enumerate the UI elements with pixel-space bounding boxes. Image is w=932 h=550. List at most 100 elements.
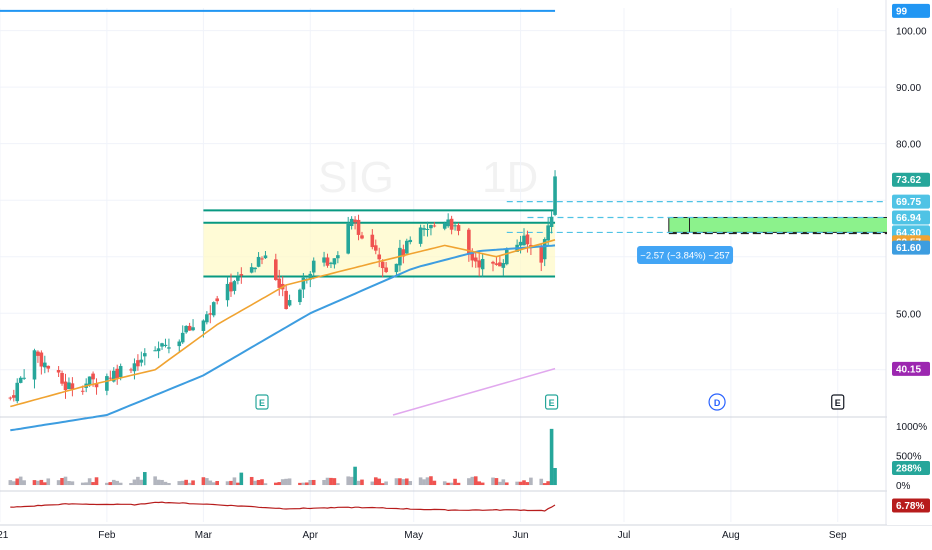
volume-badge[interactable] bbox=[892, 461, 930, 476]
candle-up bbox=[518, 241, 523, 246]
volume-bar bbox=[522, 480, 526, 486]
volume-bar bbox=[353, 466, 357, 486]
volume-tick-label: 0% bbox=[896, 481, 911, 492]
measure-label: −2.57 (−3.84%) −257 bbox=[640, 251, 730, 262]
earnings-marker[interactable] bbox=[831, 394, 845, 410]
volume-bar bbox=[215, 480, 219, 486]
volume-bar bbox=[177, 481, 182, 486]
candle-down bbox=[187, 325, 192, 331]
candle-up bbox=[156, 348, 161, 352]
candle-up bbox=[211, 302, 216, 316]
volume-bar bbox=[208, 480, 213, 486]
candle-up bbox=[480, 258, 485, 270]
volume-bar bbox=[256, 479, 261, 486]
price-badge[interactable] bbox=[892, 361, 930, 376]
time-tick-label: Aug bbox=[722, 530, 740, 541]
candle-up bbox=[542, 239, 547, 260]
price-badge[interactable] bbox=[892, 172, 930, 187]
volume-bar bbox=[287, 478, 292, 486]
volume-bar bbox=[32, 480, 37, 486]
candle-up bbox=[191, 327, 195, 331]
candle-up bbox=[405, 240, 409, 254]
volume-bar bbox=[308, 480, 313, 486]
price-badge[interactable] bbox=[892, 194, 930, 209]
volume-bar bbox=[405, 478, 409, 486]
candle-down bbox=[208, 313, 213, 315]
volume-bar bbox=[229, 480, 233, 486]
volume-bar bbox=[205, 478, 209, 486]
candle-up bbox=[142, 353, 147, 357]
time-tick-label: Sep bbox=[829, 530, 847, 541]
volume-bar bbox=[87, 478, 92, 486]
candle-down bbox=[70, 383, 75, 390]
price-axis[interactable]: 100.00 90.00 80.00 50.00 99 73.62 69.75 66.94 64… bbox=[887, 0, 932, 525]
volume-bar bbox=[370, 481, 375, 486]
volume-bar bbox=[446, 482, 450, 486]
candle-up bbox=[504, 250, 509, 265]
volume-bar bbox=[129, 483, 133, 486]
volume-bar bbox=[111, 479, 116, 486]
candle-down bbox=[370, 234, 375, 248]
earnings-marker-label: E bbox=[259, 398, 265, 408]
candle-up bbox=[163, 344, 168, 346]
volume-bar bbox=[349, 476, 354, 486]
volume-bar bbox=[249, 476, 254, 486]
oscillator-badge[interactable] bbox=[892, 498, 930, 513]
time-axis[interactable]: 021 Feb Mar Apr May Jun Jul Aug Sep bbox=[0, 530, 847, 541]
candle-up bbox=[329, 262, 333, 264]
candle-up bbox=[425, 228, 430, 230]
candle-up bbox=[263, 255, 268, 259]
ema-fast-line bbox=[10, 239, 556, 408]
price-badge[interactable] bbox=[892, 210, 930, 225]
volume-bar bbox=[191, 480, 195, 486]
volume-bar bbox=[422, 479, 426, 486]
volume-bar bbox=[136, 476, 140, 486]
candle-down bbox=[373, 245, 378, 251]
candle-down bbox=[60, 372, 64, 384]
candle-up bbox=[32, 350, 37, 380]
candle-up bbox=[522, 235, 526, 246]
volume-bar bbox=[60, 477, 64, 486]
candle-up bbox=[553, 176, 557, 215]
candle-down bbox=[494, 263, 499, 265]
watermark-interval: 1D bbox=[482, 153, 538, 202]
volume-bar bbox=[56, 480, 61, 486]
earnings-marker[interactable] bbox=[544, 394, 559, 410]
candle-up bbox=[118, 366, 123, 378]
volume-bar bbox=[425, 477, 430, 486]
candle-down bbox=[473, 257, 478, 262]
candle-up bbox=[453, 225, 457, 227]
candle-down bbox=[91, 373, 95, 380]
volume-bar bbox=[263, 483, 268, 486]
candle-up bbox=[132, 363, 137, 372]
volume-bar bbox=[211, 482, 216, 486]
event-markers[interactable]: E E ED bbox=[255, 393, 845, 411]
volume-bar bbox=[11, 481, 16, 486]
volume-bar bbox=[491, 477, 495, 486]
volume-bar bbox=[273, 482, 278, 486]
candle-up bbox=[167, 347, 171, 349]
dividend-marker[interactable] bbox=[708, 393, 726, 411]
target-box[interactable] bbox=[668, 216, 897, 233]
drawings-layer[interactable]: −2.57 (−3.84%) −257 bbox=[0, 9, 897, 416]
volume-bar bbox=[401, 479, 406, 486]
candle-up bbox=[22, 377, 26, 379]
measure-label-box[interactable] bbox=[637, 246, 734, 264]
candle-up bbox=[311, 260, 316, 273]
volume-bar bbox=[384, 481, 388, 486]
candle-down bbox=[525, 234, 530, 245]
earnings-marker-label: E bbox=[835, 398, 841, 408]
volume-bar bbox=[377, 478, 382, 486]
candle-up bbox=[422, 228, 426, 230]
volume-bar bbox=[70, 481, 75, 486]
volume-bar bbox=[18, 476, 23, 486]
candle-up bbox=[349, 218, 354, 226]
earnings-marker[interactable] bbox=[255, 394, 269, 410]
price-badge[interactable] bbox=[892, 3, 930, 18]
candle-down bbox=[108, 377, 113, 379]
candle-up bbox=[501, 263, 506, 268]
volume-bar bbox=[477, 481, 481, 486]
volume-bar bbox=[236, 482, 240, 486]
price-badge[interactable] bbox=[892, 240, 930, 255]
